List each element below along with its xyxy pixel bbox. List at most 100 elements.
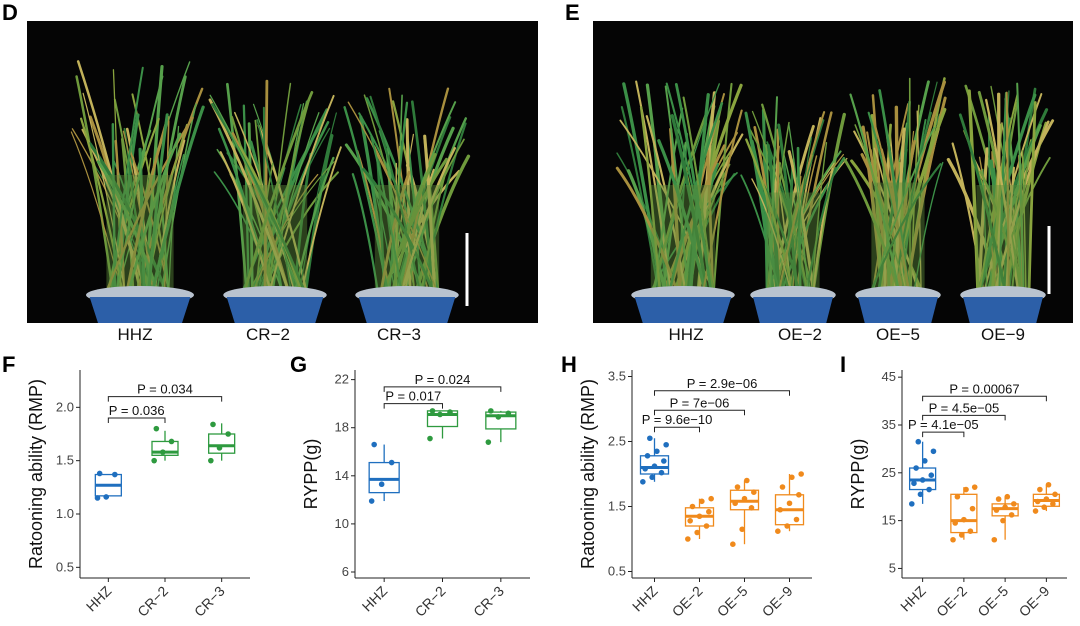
data-point <box>1043 496 1050 502</box>
photo-e-plant-5 <box>740 96 848 323</box>
photo-e-leaf <box>1005 91 1010 290</box>
photo-d-leaf <box>209 94 300 290</box>
data-point <box>368 498 375 504</box>
data-point <box>969 505 976 512</box>
data-point <box>917 491 924 498</box>
data-point <box>1032 508 1039 514</box>
data-point <box>696 513 703 520</box>
photo-d-pot-body <box>89 297 191 323</box>
photo-e-leaf <box>843 158 900 291</box>
data-point <box>378 481 385 488</box>
photo-d-leaf <box>301 146 342 290</box>
y-tick-label: 14 <box>335 468 349 483</box>
x-tick-label: OE−5 <box>974 583 1011 620</box>
x-tick-label: OE−2 <box>933 583 970 620</box>
photo-d-leaf <box>242 104 250 291</box>
data-point <box>784 523 790 529</box>
photo-d-leaf <box>351 173 379 291</box>
photo-e-leaf <box>639 106 661 291</box>
data-point <box>687 518 693 524</box>
data-point <box>950 536 956 543</box>
y-tick-label: 6 <box>342 564 349 579</box>
data-point <box>995 496 1002 502</box>
data-point <box>437 411 443 418</box>
photo-e-leaf <box>913 161 944 290</box>
data-point <box>689 503 696 510</box>
photo-e-leaf <box>744 111 775 291</box>
box <box>368 461 400 494</box>
photo-label-hhz: HHZ <box>117 325 153 344</box>
photo-d-leaf <box>369 95 421 290</box>
y-axis-label: Ratooning ability (RMP) <box>578 379 598 569</box>
photo-d-leaf <box>128 132 182 291</box>
photo-d-leaf <box>299 112 337 290</box>
photo-d-leaf <box>383 157 448 291</box>
data-point <box>658 469 665 476</box>
photo-label-oe-5: OE−5 <box>876 325 920 344</box>
data-point <box>427 435 433 442</box>
photo-e-leaf <box>882 156 891 291</box>
data-point <box>96 470 103 477</box>
data-point <box>647 435 653 442</box>
photo-e-leaf <box>854 124 906 290</box>
data-point <box>1041 504 1048 511</box>
photo-d-leaf <box>111 123 117 291</box>
photo-e-leaf <box>669 127 682 291</box>
x-tick-label: HHZ <box>83 582 115 614</box>
data-point <box>775 528 781 534</box>
data-point <box>1052 491 1058 498</box>
data-point <box>732 500 738 507</box>
photo-d-leaf <box>208 98 290 291</box>
y-tick-label: 35 <box>882 417 896 432</box>
photo-d-leaf <box>344 143 424 291</box>
photo-e-leaf <box>1005 166 1015 291</box>
comparison-label: P = 4.1e−05 <box>908 417 979 432</box>
data-point <box>225 431 231 437</box>
box <box>208 433 236 454</box>
photo-e-leaf <box>870 163 942 291</box>
data-point <box>908 501 915 507</box>
photo-e-leaf <box>806 167 837 291</box>
data-point <box>1010 501 1017 507</box>
data-point <box>1050 501 1056 507</box>
photo-d-leaf <box>347 101 437 290</box>
photo-d-leaf <box>423 134 437 291</box>
chart-i-rypp: 5 15 25 35 45 RYPP(g) HHZ OE−2 OE−5 OE−9 P = 4.1e−… <box>850 369 1067 620</box>
x-tick-label: OE−9 <box>759 583 796 620</box>
x-tick-label: CR−2 <box>412 583 449 620</box>
photo-e-leaf <box>958 113 1007 291</box>
y-tick-label: 0.5 <box>608 564 626 579</box>
photo-knockout-illustration <box>70 60 471 323</box>
data-point <box>777 506 783 513</box>
photo-d-leaf <box>253 173 319 290</box>
data-point <box>786 500 793 507</box>
photo-d-leaf <box>71 128 149 290</box>
photo-e-plant-4 <box>615 80 744 323</box>
photo-e-leaf <box>615 166 678 291</box>
photo-e-leaf <box>664 85 689 290</box>
x-tick-label: CR−2 <box>134 583 171 620</box>
photo-label-oe-2: OE−2 <box>778 325 822 344</box>
chart-f-ratooning-ability: 0.5 1.0 1.5 2.0 Ratooning ability (RMP) HHZ CR… <box>26 370 250 620</box>
photo-e-leaf <box>990 85 1023 290</box>
data-point <box>926 486 932 493</box>
photo-knockout-plants <box>27 21 538 323</box>
photo-d-stem-band <box>242 185 308 289</box>
data-point <box>644 453 651 459</box>
photo-e-leaf <box>689 93 710 291</box>
photo-e-leaf <box>674 83 713 291</box>
data-point <box>798 471 804 477</box>
comparison-bracket <box>922 395 1047 402</box>
y-axis-label: RYPP(g) <box>850 439 868 510</box>
photo-e-leaf <box>768 153 779 291</box>
photo-e-leaf <box>1021 149 1027 290</box>
photo-e-stem-band <box>871 182 925 289</box>
data-point <box>954 493 961 500</box>
data-point <box>1008 512 1015 518</box>
data-point <box>1002 504 1008 511</box>
comparison-bracket <box>654 426 700 433</box>
x-tick-label: OE−2 <box>669 583 706 620</box>
data-point <box>961 516 967 523</box>
data-point <box>991 536 998 543</box>
